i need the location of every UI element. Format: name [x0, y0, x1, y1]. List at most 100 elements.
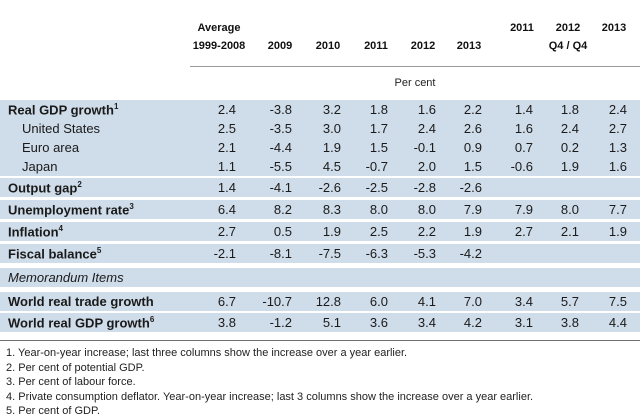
table-row: Memorandum Items: [0, 268, 640, 287]
table-cell: 8.3: [322, 202, 341, 217]
table-cell: 1.6: [608, 159, 627, 174]
table-cell: 8.0: [560, 202, 579, 217]
table-cell: 8.0: [417, 202, 436, 217]
row-label-text: World real GDP growth: [8, 315, 150, 331]
table-cell: -2.1: [213, 246, 236, 261]
table-cell: -3.8: [269, 102, 292, 117]
footnote-ref: 4: [58, 224, 63, 233]
row-label: Japan: [22, 159, 57, 174]
table-cell: 1.8: [560, 102, 579, 117]
table-cell: 4.1: [417, 294, 436, 309]
unit-label: Per cent: [394, 77, 436, 89]
footnote: 2. Per cent of potential GDP.: [6, 361, 145, 374]
table-cell: 1.9: [322, 224, 341, 239]
table-cell: -2.5: [365, 180, 388, 195]
table-cell: 5.7: [560, 294, 579, 309]
table-cell: 7.9: [463, 202, 482, 217]
table-cell: 0.9: [463, 140, 482, 155]
table-cell: 3.2: [322, 102, 341, 117]
table-cell: 1.5: [369, 140, 388, 155]
row-label: Unemployment rate3: [8, 202, 134, 217]
table-cell: 8.2: [273, 202, 292, 217]
table-cell: 6.0: [369, 294, 388, 309]
table-row: Fiscal balance5 -2.1 -8.1 -7.5 -6.3 -5.3 -4.2: [0, 244, 640, 263]
footnote-ref: 3: [129, 202, 134, 211]
footnote: 1. Year-on-year increase; last three col…: [6, 347, 408, 359]
table-cell: -5.5: [269, 159, 292, 174]
table-cell: 3.4: [514, 294, 533, 309]
table-cell: 1.8: [369, 102, 388, 117]
table-cell: 0.7: [514, 140, 533, 155]
footnote-ref: 1: [113, 102, 119, 111]
row-label-text: Output gap: [8, 180, 78, 196]
header-rule: [190, 66, 640, 67]
header-year: 2010: [315, 40, 341, 52]
row-label: Fiscal balance5: [8, 246, 101, 261]
header-year: 2013: [456, 40, 482, 52]
table-cell: -0.1: [413, 140, 436, 155]
header-year: 2011: [364, 40, 388, 52]
row-label-text: United States: [22, 121, 101, 136]
row-label-text: Japan: [22, 159, 58, 174]
footnote: 5. Per cent of GDP.: [6, 405, 100, 418]
header-q-year: 2013: [601, 22, 627, 34]
footnote-ref: 6: [149, 315, 155, 324]
footnote: 4. Private consumption deflator. Year-on…: [6, 390, 534, 403]
table-cell: 1.1: [217, 159, 236, 174]
table-cell: 3.6: [369, 315, 388, 330]
table-cell: 1.6: [417, 102, 436, 117]
table-cell: 1.6: [514, 121, 533, 136]
footnote-rule: [0, 340, 640, 341]
header-q4-q4: Q4 / Q4: [548, 40, 588, 52]
row-label-text: Inflation: [8, 224, 59, 240]
table-cell: 1.9: [560, 159, 579, 174]
table-cell: -1.2: [269, 315, 292, 330]
table-cell: 3.8: [217, 315, 236, 330]
table-cell: 7.7: [608, 202, 627, 217]
table-cell: -2.8: [413, 180, 436, 195]
table-cell: 3.0: [322, 121, 341, 136]
table-cell: -5.3: [413, 246, 436, 261]
header-average-label: Average: [197, 22, 241, 34]
row-label: Inflation4: [8, 224, 63, 239]
table-row: World real trade growth 6.7 -10.7 12.8 6.0 4.…: [0, 292, 640, 311]
table-cell: 1.9: [463, 224, 482, 239]
table-cell: 0.2: [560, 140, 579, 155]
row-label: Output gap2: [8, 180, 82, 195]
table-cell: 3.1: [514, 315, 533, 330]
table-cell: -8.1: [269, 246, 292, 261]
table-cell: -2.6: [459, 180, 482, 195]
header-year: 2009: [267, 40, 293, 52]
table-cell: 2.1: [560, 224, 579, 239]
footnote: 3. Per cent of labour force.: [6, 376, 136, 389]
table-cell: 1.9: [608, 224, 627, 239]
table-cell: 2.4: [217, 102, 236, 117]
header-year: 2012: [410, 40, 436, 52]
table-cell: -10.7: [262, 294, 292, 309]
table-row: Unemployment rate3 6.4 8.2 8.3 8.0 8.0 7.9 7.9 8…: [0, 200, 640, 219]
row-label-text: Euro area: [22, 140, 80, 155]
table-cell: 0.5: [273, 224, 292, 239]
table-cell: 2.1: [217, 140, 236, 155]
row-label: Memorandum Items: [8, 270, 124, 285]
table-row: Euro area 2.1 -4.4 1.9 1.5 -0.1 0.9 0.7 0.2 1.3: [0, 138, 640, 157]
row-label-text: Unemployment rate: [8, 202, 130, 218]
row-label: Real GDP growth1: [8, 102, 118, 117]
row-label: United States: [22, 121, 100, 136]
table-row: Real GDP growth1 2.4 -3.8 3.2 1.8 1.6 2.2 1.4 1.…: [0, 100, 640, 119]
table-cell: -4.1: [269, 180, 292, 195]
table-row: Japan 1.1 -5.5 4.5 -0.7 2.0 1.5 -0.6 1.9 1.6: [0, 157, 640, 176]
table-row: Inflation4 2.7 0.5 1.9 2.5 2.2 1.9 2.7 2.1 1.9: [0, 222, 640, 241]
row-label-text: Memorandum Items: [8, 270, 124, 285]
table-cell: 1.4: [217, 180, 236, 195]
table-cell: 2.4: [608, 102, 627, 117]
table-cell: 4.5: [322, 159, 341, 174]
header-q-year: 2011: [510, 22, 534, 34]
table-cell: 7.0: [463, 294, 482, 309]
table-row: Output gap2 1.4 -4.1 -2.6 -2.5 -2.8 -2.6: [0, 178, 640, 197]
table-cell: 4.2: [463, 315, 482, 330]
table-cell: 3.4: [417, 315, 436, 330]
table-cell: 3.8: [560, 315, 579, 330]
row-label-text: World real trade growth: [8, 294, 154, 309]
table-cell: 2.0: [417, 159, 436, 174]
